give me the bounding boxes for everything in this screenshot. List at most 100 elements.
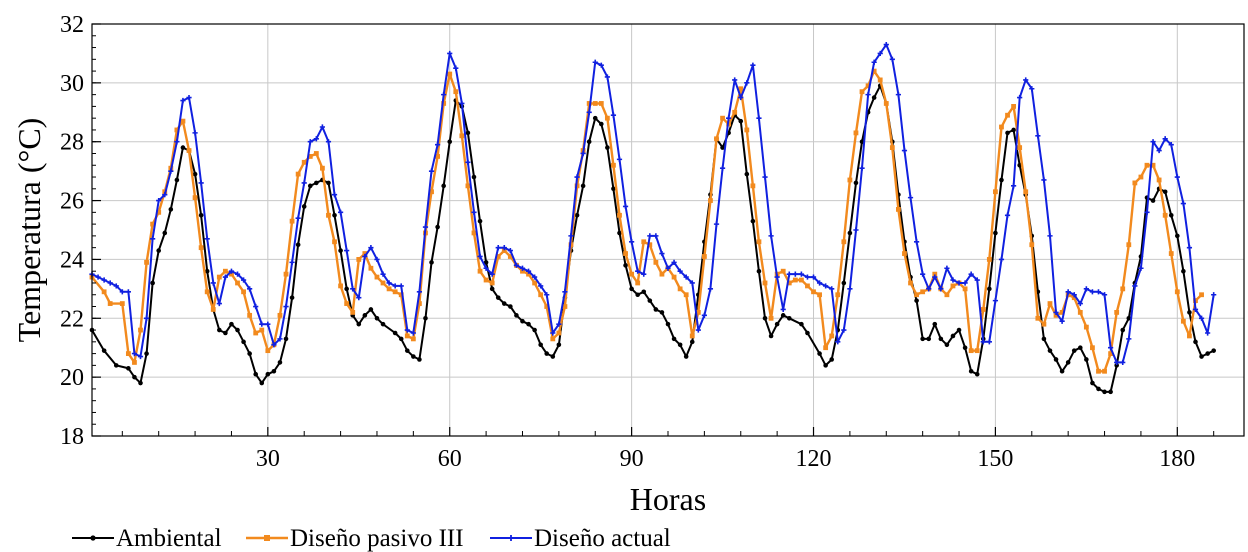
data-point xyxy=(265,321,271,327)
data-point xyxy=(525,268,532,274)
data-point xyxy=(986,257,992,262)
data-point xyxy=(1168,142,1174,148)
data-point xyxy=(707,286,714,292)
data-point xyxy=(647,242,653,248)
data-point xyxy=(429,260,434,265)
data-point xyxy=(950,283,956,289)
data-point xyxy=(198,245,204,251)
data-point xyxy=(380,321,386,327)
data-point xyxy=(1108,389,1113,395)
x-tick-label: 90 xyxy=(620,446,644,472)
data-point xyxy=(198,212,204,218)
data-point xyxy=(495,295,501,300)
x-axis-title: Horas xyxy=(630,481,706,517)
data-point xyxy=(519,265,526,271)
data-point xyxy=(1096,368,1101,374)
data-point xyxy=(738,118,744,124)
data-point xyxy=(677,286,683,292)
data-point xyxy=(1193,339,1198,345)
data-point xyxy=(1029,86,1035,92)
data-point xyxy=(708,198,713,203)
data-point xyxy=(550,354,556,359)
data-point xyxy=(289,218,295,224)
x-tick-label: 120 xyxy=(796,446,832,472)
data-point xyxy=(847,286,853,292)
data-point xyxy=(823,283,829,289)
data-point xyxy=(1071,292,1077,298)
data-point xyxy=(580,183,586,189)
data-point xyxy=(247,286,253,292)
data-point xyxy=(253,303,259,310)
x-tick-label: 60 xyxy=(438,446,462,472)
y-axis-title: Temperatura (°C) xyxy=(11,118,47,343)
data-point xyxy=(489,286,495,292)
data-point xyxy=(871,68,877,74)
data-point xyxy=(489,271,495,277)
data-point xyxy=(817,292,822,298)
data-point xyxy=(447,139,453,145)
data-point xyxy=(404,333,410,339)
data-point xyxy=(471,174,477,180)
data-point xyxy=(829,286,835,292)
data-point xyxy=(841,280,847,286)
data-point xyxy=(999,124,1004,130)
data-point xyxy=(1005,112,1010,118)
data-point xyxy=(441,183,446,189)
data-point xyxy=(435,224,440,230)
data-point xyxy=(938,286,944,292)
data-point xyxy=(768,333,774,339)
data-point xyxy=(993,230,998,236)
data-point xyxy=(489,280,495,286)
data-point xyxy=(907,195,914,201)
data-point xyxy=(253,371,259,377)
data-point xyxy=(659,250,665,257)
data-point xyxy=(895,92,901,98)
data-point xyxy=(774,274,780,280)
data-point xyxy=(544,351,550,356)
data-point xyxy=(222,274,228,280)
data-point xyxy=(1023,77,1029,83)
data-point xyxy=(1205,330,1211,336)
data-point xyxy=(301,204,307,209)
data-point xyxy=(853,180,859,186)
data-point xyxy=(228,268,235,274)
data-point xyxy=(980,307,986,312)
data-point xyxy=(744,127,750,133)
data-point xyxy=(829,357,835,362)
legend-marker xyxy=(508,535,514,541)
data-point xyxy=(932,274,938,280)
data-point xyxy=(701,312,707,318)
data-point xyxy=(501,245,507,251)
data-point xyxy=(1138,174,1144,180)
data-point xyxy=(1181,268,1186,274)
data-point xyxy=(902,251,907,256)
data-point xyxy=(1162,136,1168,142)
data-point xyxy=(362,313,368,318)
data-point xyxy=(829,333,835,339)
data-point xyxy=(841,327,847,333)
data-point xyxy=(101,348,107,353)
data-point xyxy=(799,321,804,327)
data-point xyxy=(689,280,695,286)
data-point xyxy=(859,165,865,171)
data-point xyxy=(780,313,786,318)
data-point xyxy=(150,221,156,227)
data-point xyxy=(1150,198,1156,203)
y-tick-label: 28 xyxy=(60,130,84,156)
data-point xyxy=(568,233,574,239)
data-point xyxy=(362,251,368,256)
data-point xyxy=(441,101,447,106)
data-point xyxy=(107,301,113,306)
data-point xyxy=(501,301,507,306)
data-point xyxy=(362,253,368,260)
data-point xyxy=(465,183,471,189)
legend-marker xyxy=(264,535,270,541)
data-point xyxy=(265,348,271,354)
data-point xyxy=(465,159,471,165)
data-point xyxy=(629,286,634,292)
data-point xyxy=(241,339,246,345)
data-point xyxy=(980,339,986,345)
legend-item-3: Diseño actual xyxy=(490,525,671,552)
data-point xyxy=(126,366,131,371)
